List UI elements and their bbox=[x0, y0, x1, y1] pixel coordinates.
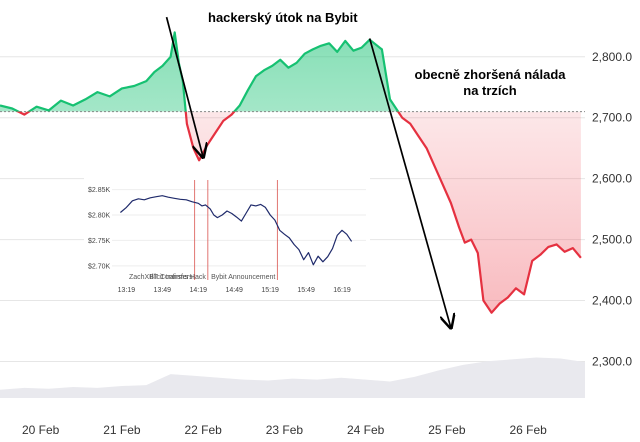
price-series bbox=[0, 31, 585, 314]
x-tick-label: 21 Feb bbox=[103, 423, 141, 437]
price-line-green bbox=[0, 31, 400, 112]
inset-y-tick-label: $2.70K bbox=[88, 263, 111, 270]
inset-event-label: Illicit transfers bbox=[150, 274, 193, 281]
x-tick-label: 23 Feb bbox=[266, 423, 304, 437]
sentiment-annotation-line1: obecně zhoršená nálada bbox=[415, 67, 567, 82]
inset-x-tick-label: 13:49 bbox=[154, 287, 172, 294]
x-axis: 20 Feb 21 Feb 22 Feb 23 Feb 24 Feb 25 Feb 26 F… bbox=[22, 423, 547, 437]
price-area-above-baseline bbox=[0, 32, 399, 112]
x-tick-label: 26 Feb bbox=[509, 423, 547, 437]
inset-event-label: ZachXBT Confirms Hack bbox=[129, 274, 206, 281]
inset-y-tick-label: $2.75K bbox=[88, 238, 111, 245]
x-tick-label: 25 Feb bbox=[428, 423, 466, 437]
y-axis: 2,300.0 2,400.0 2,500.0 2,600.0 2,700.0 2,800… bbox=[592, 50, 632, 369]
y-tick-label: 2,400.0 bbox=[592, 294, 632, 308]
inset-x-tick-label: 15:49 bbox=[297, 287, 315, 294]
inset-price-line bbox=[120, 195, 353, 266]
intraday-inset-chart: $2.85K $2.80K $2.75K $2.70K 13:19 13:49 14:19 1… bbox=[84, 176, 370, 296]
sentiment-arrow bbox=[368, 38, 451, 327]
volume-area-fill bbox=[0, 357, 585, 398]
price-area-below-baseline bbox=[0, 111, 581, 313]
inset-event-label: Bybit Announcement bbox=[211, 274, 275, 281]
x-tick-label: 22 Feb bbox=[184, 423, 222, 437]
inset-x-tick-label: 16:19 bbox=[333, 287, 351, 294]
inset-y-tick-label: $2.85K bbox=[88, 187, 111, 194]
price-line-red bbox=[15, 111, 582, 314]
x-tick-label: 24 Feb bbox=[347, 423, 385, 437]
annotations: hackerský útok na Bybit obecně zhoršená … bbox=[165, 10, 567, 328]
volume-area bbox=[0, 357, 585, 398]
inset-x-tick-label: 13:19 bbox=[118, 287, 136, 294]
y-tick-label: 2,700.0 bbox=[592, 111, 632, 125]
hack-arrow bbox=[165, 16, 204, 157]
x-tick-label: 20 Feb bbox=[22, 423, 60, 437]
sentiment-annotation-line2: na trzích bbox=[463, 83, 517, 98]
inset-x-tick-label: 15:19 bbox=[261, 287, 279, 294]
y-tick-label: 2,600.0 bbox=[592, 172, 632, 186]
inset-x-tick-label: 14:49 bbox=[225, 287, 243, 294]
hack-annotation: hackerský útok na Bybit bbox=[208, 10, 358, 25]
y-tick-label: 2,300.0 bbox=[592, 354, 632, 368]
inset-background bbox=[84, 176, 370, 296]
y-tick-label: 2,500.0 bbox=[592, 233, 632, 247]
inset-x-tick-label: 14:19 bbox=[189, 287, 207, 294]
inset-y-tick-label: $2.80K bbox=[88, 213, 111, 220]
y-tick-label: 2,800.0 bbox=[592, 50, 632, 64]
